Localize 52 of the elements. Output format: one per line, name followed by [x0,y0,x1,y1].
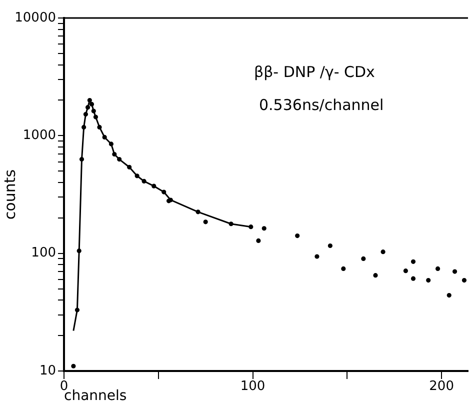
point [85,105,90,110]
point [361,256,366,262]
point [83,112,88,117]
point [152,184,156,188]
point [74,308,80,312]
point [162,190,166,194]
y-tick-label: 10 [39,363,56,378]
point [410,259,416,264]
point [134,174,140,178]
point [203,220,208,224]
point [373,273,378,278]
y-axis-title: counts [0,169,19,220]
y-tick-label: 1000 [22,128,56,144]
point [108,142,114,146]
point [89,102,94,107]
point [380,250,386,254]
point [248,224,254,230]
point [228,222,234,226]
y-tick-label: 100 [31,246,56,261]
point [71,364,76,368]
point [82,124,86,130]
point [112,152,117,157]
point [462,278,467,283]
point [452,269,458,274]
annotation: ββ- DNP /γ- CDx [254,62,376,81]
point [262,226,266,231]
point [410,276,416,281]
point [256,238,261,244]
point [79,156,84,162]
point [127,164,132,170]
point [426,278,431,283]
point [341,266,346,272]
point [314,254,320,259]
point [76,248,82,254]
point [403,268,408,274]
point [446,292,452,298]
point [142,178,146,184]
point [97,124,102,130]
point [328,243,332,248]
point [196,210,200,214]
x-tick-label: 100 [240,379,266,394]
y-tick-label: 10000 [14,10,56,26]
point [91,108,96,114]
point [295,233,300,238]
point [87,98,92,103]
point [93,114,98,120]
x-tick-label: 200 [429,379,454,394]
point [435,266,440,272]
point [102,134,107,140]
point [117,156,122,162]
x-axis-title: channels [64,388,127,404]
annotation: 0.536ns/channel [259,96,384,114]
